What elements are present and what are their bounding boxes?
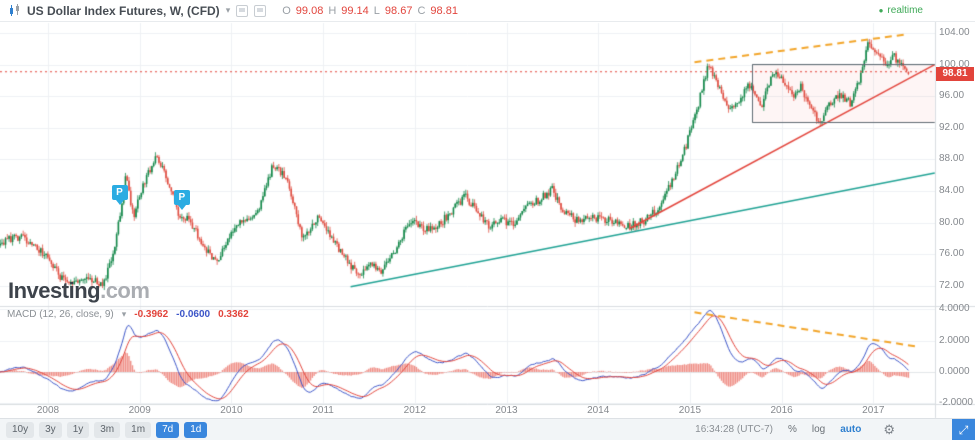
chart-title[interactable]: US Dollar Index Futures, W, (CFD): [27, 3, 220, 18]
clock-display: 16:34:28 (UTC-7): [695, 424, 773, 435]
realtime-dot-icon: ●: [878, 5, 884, 15]
price-tick-label: 100.00: [939, 58, 970, 70]
watermark-light: .com: [100, 278, 150, 303]
realtime-label: realtime: [887, 5, 923, 16]
bottom-toolbar: 10y 3y 1y 3m 1m 7d 1d 16:34:28 (UTC-7) % log aut…: [0, 418, 975, 440]
macd-value: 0.3362: [218, 309, 249, 320]
toolbar-right: 16:34:28 (UTC-7) % log auto ⚙: [695, 422, 937, 438]
ohlc-value: 98.67: [384, 4, 413, 17]
compare-icon[interactable]: [254, 4, 267, 17]
macd-tick-label: -2.0000: [939, 397, 973, 409]
macd-tick-label: 0.0000: [939, 366, 970, 377]
chevron-down-icon[interactable]: ▾: [121, 309, 127, 319]
pin-marker[interactable]: P: [111, 184, 128, 205]
macd-value: -0.0600: [176, 309, 211, 320]
year-tick-label: 2008: [36, 405, 60, 416]
chevron-down-icon[interactable]: ▾: [225, 5, 231, 15]
macd-value: -0.3962: [134, 309, 169, 320]
price-tick-label: 88.00: [939, 153, 965, 165]
year-tick-label: 2013: [495, 405, 518, 416]
candlestick-chart-icon[interactable]: [8, 4, 21, 17]
year-tick-label: 2009: [128, 405, 151, 416]
watermark-bold: Investing: [8, 278, 101, 303]
range-button-1y[interactable]: 1y: [66, 421, 90, 438]
ohlc-values: O 99.08 H 99.14 L 98.67 C 98.81: [282, 5, 458, 17]
ohlc-value: 98.81: [430, 4, 458, 17]
fullscreen-icon[interactable]: ⤢: [952, 419, 975, 440]
scale-button-log[interactable]: log: [811, 424, 826, 435]
ohlc-value: 99.08: [295, 4, 324, 17]
scale-buttons: % log auto: [773, 424, 861, 435]
year-tick-label: 2014: [587, 405, 610, 416]
scale-button-%[interactable]: %: [787, 424, 797, 435]
year-tick-label: 2012: [403, 405, 426, 416]
year-tick-label: 2015: [678, 405, 702, 416]
range-button-3y[interactable]: 3y: [39, 421, 62, 438]
watermark: Investing.com: [8, 278, 150, 304]
macd-tick-label: 4.0000: [939, 303, 970, 315]
chart-header: US Dollar Index Futures, W, (CFD) ▾ O 99.…: [0, 0, 975, 22]
year-tick-label: 2011: [312, 405, 334, 416]
macd-tick-label: 2.0000: [939, 334, 970, 346]
range-button-3m[interactable]: 3m: [94, 421, 121, 438]
year-tick-label: 2010: [220, 405, 243, 416]
last-price-badge: 98.81: [936, 67, 974, 82]
scale-button-auto[interactable]: auto: [840, 424, 862, 435]
range-button-10y[interactable]: 10y: [6, 421, 35, 438]
price-tick-label: 96.00: [939, 90, 965, 102]
realtime-indicator: ● realtime: [879, 5, 923, 16]
range-button-1m[interactable]: 1m: [125, 421, 152, 438]
ohlc-label: O: [282, 4, 291, 17]
price-tick-label: 92.00: [939, 121, 965, 133]
price-tick-label: 80.00: [939, 216, 965, 228]
gear-icon[interactable]: ⚙: [883, 421, 895, 437]
year-tick-label: 2016: [770, 405, 793, 416]
ohlc-label: C: [417, 4, 426, 17]
range-button-1d[interactable]: 1d: [184, 421, 208, 438]
price-tick-label: 84.00: [939, 185, 965, 197]
macd-label-row: MACD (12, 26, close, 9) ▾ -0.3962 -0.0600…: [7, 309, 249, 320]
snapshot-icon[interactable]: [236, 4, 249, 17]
ohlc-value: 99.14: [341, 4, 369, 17]
price-tick-label: 104.00: [939, 26, 970, 38]
ohlc-label: H: [328, 4, 337, 17]
pin-marker[interactable]: P: [173, 190, 190, 211]
price-tick-label: 76.00: [939, 248, 965, 260]
macd-indicator-label[interactable]: MACD (12, 26, close, 9): [7, 309, 114, 320]
price-tick-label: 72.00: [939, 280, 965, 291]
macd-values: -0.3962 -0.0600 0.3362: [134, 309, 248, 320]
range-button-7d[interactable]: 7d: [156, 421, 180, 438]
ohlc-label: L: [373, 4, 380, 17]
range-buttons: 10y 3y 1y 3m 1m 7d 1d: [6, 421, 212, 438]
year-tick-label: 2017: [862, 405, 885, 416]
